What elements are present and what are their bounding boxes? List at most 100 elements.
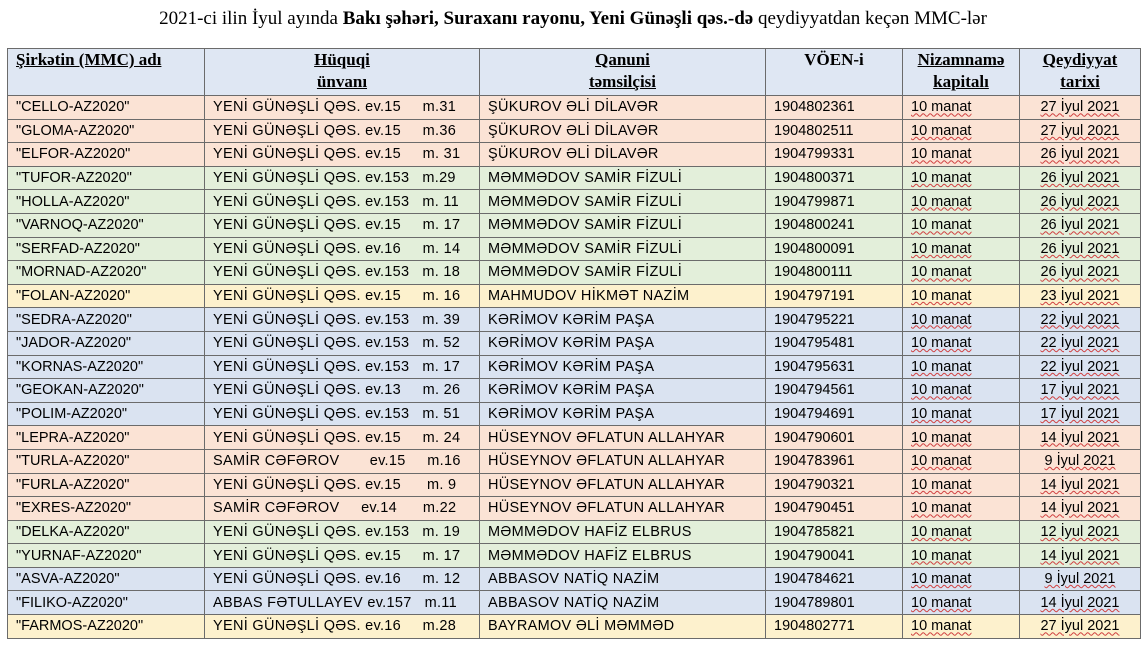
- address-cell: YENİ GÜNƏŞLİ QƏS. ev.153 m. 51: [204, 401, 480, 427]
- date-cell: 14 İyul 2021: [1019, 590, 1141, 616]
- representative-cell: MƏMMƏDOV HAFİZ ELBRUS: [479, 519, 766, 545]
- company-cell: "SEDRA-AZ2020": [7, 307, 205, 332]
- address-cell: YENİ GÜNƏŞLİ QƏS. ev.15 m.31: [204, 95, 480, 120]
- representative-cell: MƏMMƏDOV SAMİR FİZULİ: [479, 236, 766, 262]
- company-cell: "TURLA-AZ2020": [7, 448, 205, 474]
- voen-cell: 1904802361: [765, 95, 903, 120]
- capital-cell: 10 manat: [902, 118, 1020, 144]
- table-row: "MORNAD-AZ2020" YENİ GÜNƏŞLİ QƏS. ev.153 …: [7, 260, 1141, 285]
- voen-cell: 1904800371: [765, 165, 903, 191]
- voen-cell: 1904785821: [765, 519, 903, 545]
- address-cell: YENİ GÜNƏŞLİ QƏS. ev.13 m. 26: [204, 378, 480, 403]
- company-cell: "TUFOR-AZ2020": [7, 165, 205, 191]
- company-cell: "POLIM-AZ2020": [7, 401, 205, 427]
- address-cell: YENİ GÜNƏŞLİ QƏS. ev.16 m. 12: [204, 566, 480, 592]
- capital-cell: 10 manat: [902, 354, 1020, 380]
- voen-cell: 1904795221: [765, 307, 903, 332]
- title-location: Bakı şəhəri, Suraxanı rayonu, Yeni Günəş…: [342, 8, 754, 29]
- voen-cell: 1904790601: [765, 425, 903, 450]
- date-cell: 14 İyul 2021: [1019, 425, 1141, 450]
- table-row: "HOLLA-AZ2020" YENİ GÜNƏŞLİ QƏS. ev.153 m…: [7, 189, 1141, 214]
- voen-cell: 1904794691: [765, 401, 903, 427]
- address-cell: YENİ GÜNƏŞLİ QƏS. ev.153 m. 39: [204, 307, 480, 332]
- company-cell: "SERFAD-AZ2020": [7, 236, 205, 262]
- company-cell: "CELLO-AZ2020": [7, 95, 205, 120]
- table-row: "TURLA-AZ2020" SAMİR CƏFƏROV ev.15 m.16 HÜ…: [7, 448, 1141, 474]
- representative-cell: HÜSEYNOV ƏFLATUN ALLAHYAR: [479, 472, 766, 498]
- address-cell: YENİ GÜNƏŞLİ QƏS. ev.15 m. 17: [204, 543, 480, 568]
- header-company: Şirkətin (MMC) adı: [7, 48, 205, 96]
- address-cell: SAMİR CƏFƏROV ev.15 m.16: [204, 448, 480, 474]
- representative-cell: KƏRİMOV KƏRİM PAŞA: [479, 378, 766, 403]
- voen-cell: 1904783961: [765, 448, 903, 474]
- capital-cell: 10 manat: [902, 519, 1020, 545]
- date-cell: 22 İyul 2021: [1019, 307, 1141, 332]
- table-row: "ASVA-AZ2020" YENİ GÜNƏŞLİ QƏS. ev.16 m. …: [7, 566, 1141, 592]
- company-cell: "HOLLA-AZ2020": [7, 189, 205, 214]
- table-row: "FOLAN-AZ2020" YENİ GÜNƏŞLİ QƏS. ev.15 m.…: [7, 283, 1141, 309]
- company-cell: "JADOR-AZ2020": [7, 330, 205, 356]
- table-row: "SERFAD-AZ2020" YENİ GÜNƏŞLİ QƏS. ev.16 m…: [7, 236, 1141, 262]
- address-cell: YENİ GÜNƏŞLİ QƏS. ev.153 m. 52: [204, 330, 480, 356]
- voen-cell: 1904800111: [765, 260, 903, 285]
- header-address: Hüquqi ünvanı: [204, 48, 480, 96]
- address-cell: YENİ GÜNƏŞLİ QƏS. ev.15 m. 9: [204, 472, 480, 498]
- voen-cell: 1904789801: [765, 590, 903, 616]
- table-row: "YURNAF-AZ2020" YENİ GÜNƏŞLİ QƏS. ev.15 m…: [7, 543, 1141, 568]
- date-cell: 9 İyul 2021: [1019, 566, 1141, 592]
- date-cell: 26 İyul 2021: [1019, 260, 1141, 285]
- table-row: "FURLA-AZ2020" YENİ GÜNƏŞLİ QƏS. ev.15 m.…: [7, 472, 1141, 498]
- capital-cell: 10 manat: [902, 590, 1020, 616]
- date-cell: 17 İyul 2021: [1019, 401, 1141, 427]
- table-row: "GEOKAN-AZ2020" YENİ GÜNƏŞLİ QƏS. ev.13 m…: [7, 378, 1141, 403]
- table-row: "GLOMA-AZ2020" YENİ GÜNƏŞLİ QƏS. ev.15 m.…: [7, 118, 1141, 144]
- date-cell: 27 İyul 2021: [1019, 95, 1141, 120]
- date-cell: 14 İyul 2021: [1019, 496, 1141, 521]
- table-row: "EXRES-AZ2020" SAMİR CƏFƏROV ev.14 m.22 HÜ…: [7, 496, 1141, 521]
- representative-cell: KƏRİMOV KƏRİM PAŞA: [479, 401, 766, 427]
- capital-cell: 10 manat: [902, 95, 1020, 120]
- date-cell: 14 İyul 2021: [1019, 543, 1141, 568]
- header-voen: VÖEN-i: [765, 48, 903, 96]
- company-cell: "FARMOS-AZ2020": [7, 614, 205, 639]
- table-row: "FILIKO-AZ2020" ABBAS FƏTULLAYEV ev.157 m…: [7, 590, 1141, 616]
- representative-cell: MƏMMƏDOV HAFİZ ELBRUS: [479, 543, 766, 568]
- address-cell: YENİ GÜNƏŞLİ QƏS. ev.153 m. 11: [204, 189, 480, 214]
- capital-cell: 10 manat: [902, 165, 1020, 191]
- table-row: "VARNOQ-AZ2020" YENİ GÜNƏŞLİ QƏS. ev.15 m…: [7, 212, 1141, 238]
- representative-cell: ABBASOV NATİQ NAZİM: [479, 590, 766, 616]
- date-cell: 17 İyul 2021: [1019, 378, 1141, 403]
- representative-cell: KƏRİMOV KƏRİM PAŞA: [479, 330, 766, 356]
- voen-cell: 1904790321: [765, 472, 903, 498]
- capital-cell: 10 manat: [902, 307, 1020, 332]
- company-cell: "DELKA-AZ2020": [7, 519, 205, 545]
- date-cell: 27 İyul 2021: [1019, 118, 1141, 144]
- address-cell: YENİ GÜNƏŞLİ QƏS. ev.15 m.36: [204, 118, 480, 144]
- address-cell: YENİ GÜNƏŞLİ QƏS. ev.153 m.29: [204, 165, 480, 191]
- table-row: "TUFOR-AZ2020" YENİ GÜNƏŞLİ QƏS. ev.153 m…: [7, 165, 1141, 191]
- voen-cell: 1904799331: [765, 142, 903, 167]
- capital-cell: 10 manat: [902, 566, 1020, 592]
- company-cell: "ELFOR-AZ2020": [7, 142, 205, 167]
- page-title: 2021-ci ilin İyul ayında Bakı şəhəri, Su…: [0, 8, 1146, 30]
- company-cell: "FILIKO-AZ2020": [7, 590, 205, 616]
- table-row: "POLIM-AZ2020" YENİ GÜNƏŞLİ QƏS. ev.153 m…: [7, 401, 1141, 427]
- representative-cell: BAYRAMOV ƏLİ MƏMMƏD: [479, 614, 766, 639]
- capital-cell: 10 manat: [902, 236, 1020, 262]
- date-cell: 9 İyul 2021: [1019, 448, 1141, 474]
- capital-cell: 10 manat: [902, 496, 1020, 521]
- voen-cell: 1904800241: [765, 212, 903, 238]
- representative-cell: HÜSEYNOV ƏFLATUN ALLAHYAR: [479, 496, 766, 521]
- capital-cell: 10 manat: [902, 472, 1020, 498]
- date-cell: 26 İyul 2021: [1019, 142, 1141, 167]
- capital-cell: 10 manat: [902, 378, 1020, 403]
- table-body: "CELLO-AZ2020" YENİ GÜNƏŞLİ QƏS. ev.15 m.…: [7, 95, 1141, 639]
- voen-cell: 1904790041: [765, 543, 903, 568]
- representative-cell: MƏMMƏDOV SAMİR FİZULİ: [479, 260, 766, 285]
- date-cell: 14 İyul 2021: [1019, 472, 1141, 498]
- company-cell: "FOLAN-AZ2020": [7, 283, 205, 309]
- address-cell: YENİ GÜNƏŞLİ QƏS. ev.15 m. 16: [204, 283, 480, 309]
- date-cell: 22 İyul 2021: [1019, 354, 1141, 380]
- capital-cell: 10 manat: [902, 448, 1020, 474]
- header-capital: Nizamnamə kapitalı: [902, 48, 1020, 96]
